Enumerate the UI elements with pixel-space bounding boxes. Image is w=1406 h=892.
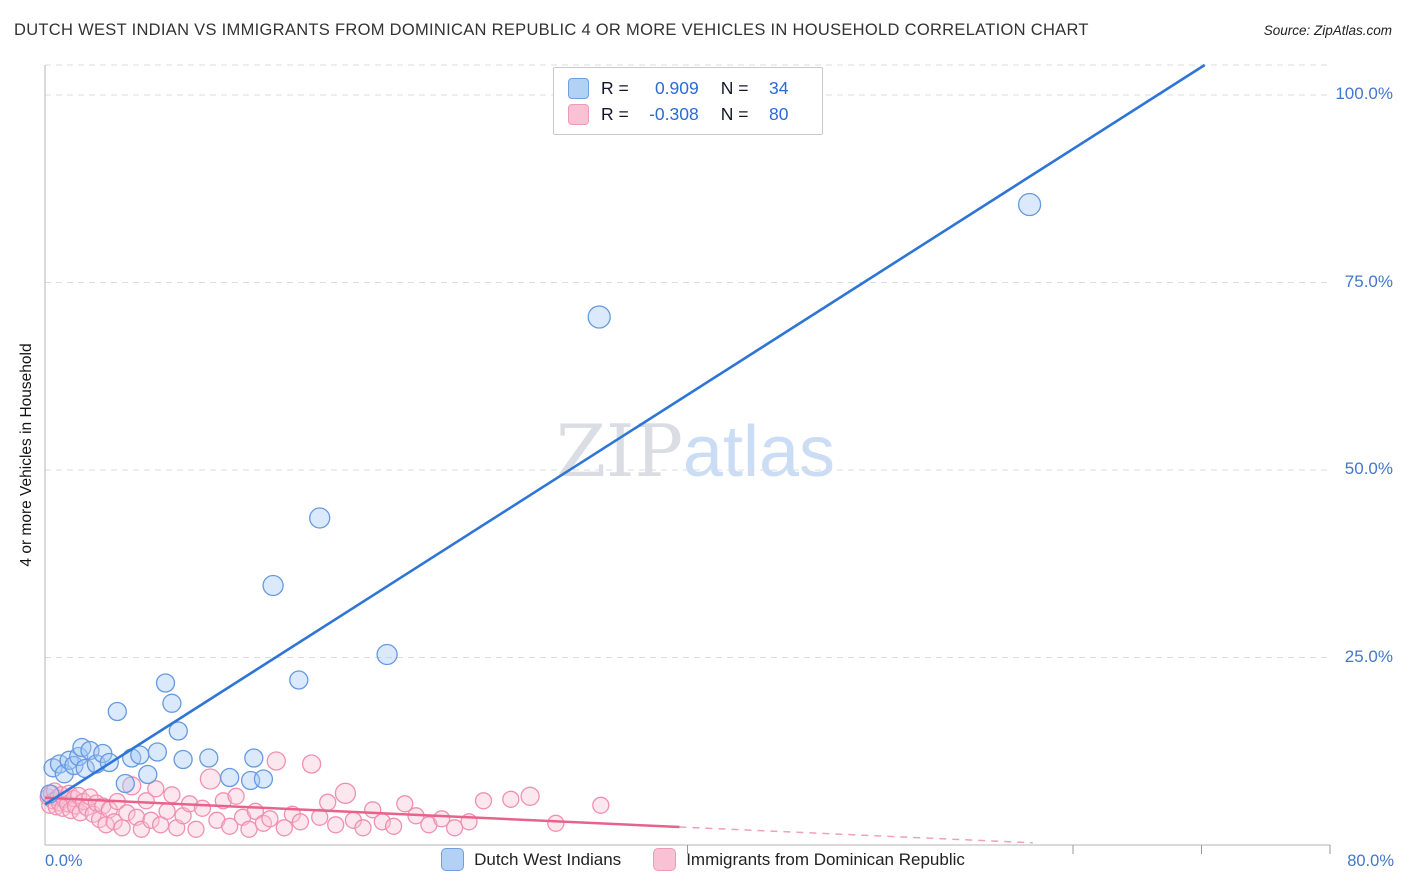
n-value: 80 <box>769 103 789 124</box>
scatter-point <box>118 804 136 822</box>
scatter-point <box>309 507 331 529</box>
scatter-point <box>155 673 176 693</box>
scatter-point <box>227 787 245 805</box>
scatter-point <box>221 817 239 835</box>
scatter-point <box>520 786 540 806</box>
legend-item-label: Immigrants from Dominican Republic <box>686 849 965 869</box>
scatter-point <box>396 795 414 813</box>
scatter-point <box>262 574 284 597</box>
scatter-point <box>158 802 176 820</box>
n-label: N = <box>720 77 749 98</box>
legend-item-label: Dutch West Indians <box>474 849 622 869</box>
scatter-point <box>163 786 181 804</box>
scatter-point <box>142 811 160 829</box>
source-attribution: Source: ZipAtlas.com <box>1263 23 1392 38</box>
correlation-legend-box: R = 0.909 N = 34 R = -0.308 N = 80 <box>553 67 823 135</box>
r-label: R = <box>601 103 629 124</box>
y-tick-label: 100.0% <box>1335 84 1393 103</box>
scatter-point <box>64 755 84 776</box>
watermark-atlas: atlas <box>682 412 836 492</box>
chart-plot-area <box>39 63 1331 854</box>
scatter-point <box>49 754 70 774</box>
r-value: 0.909 <box>654 77 699 98</box>
scatter-point <box>244 748 264 768</box>
series-legend: Dutch West Indians Immigrants from Domin… <box>0 848 1406 871</box>
pink-series-swatch-icon <box>568 103 589 125</box>
scatter-point <box>137 792 155 810</box>
scatter-point <box>193 799 212 817</box>
legend-row-dutch-west-indians: R = 0.909 N = 34 <box>568 75 808 101</box>
scatter-point <box>354 819 372 837</box>
scatter-point <box>334 782 357 804</box>
n-label: N = <box>720 103 749 124</box>
scatter-point <box>474 792 493 810</box>
trend-line <box>44 63 1206 806</box>
trend-line <box>44 796 680 829</box>
scatter-point <box>199 768 222 790</box>
x-tick-label-min: 0.0% <box>45 852 83 870</box>
scatter-point <box>266 751 286 771</box>
plot-svg <box>39 63 1331 854</box>
scatter-point <box>173 749 193 770</box>
page-title: DUTCH WEST INDIAN VS IMMIGRANTS FROM DOM… <box>14 21 1089 39</box>
scatter-point <box>592 796 610 814</box>
legend-row-dominican-republic: R = -0.308 N = 80 <box>568 101 808 127</box>
scatter-point <box>261 810 279 828</box>
y-tick-label: 50.0% <box>1344 459 1393 478</box>
n-value: 34 <box>769 77 789 98</box>
watermark-zip: ZIP <box>556 409 683 493</box>
r-label: R = <box>601 77 629 98</box>
scatter-point <box>199 748 219 768</box>
scatter-point <box>319 793 337 811</box>
scatter-point <box>253 769 274 789</box>
scatter-point <box>547 814 565 832</box>
legend-item-dutch-west-indians: Dutch West Indians <box>441 848 621 871</box>
scatter-point <box>1017 192 1042 217</box>
r-value: -0.308 <box>649 103 699 124</box>
y-tick-label: 25.0% <box>1344 646 1393 666</box>
scatter-point <box>301 754 322 774</box>
scatter-point <box>240 820 258 838</box>
scatter-point <box>162 693 182 713</box>
pink-series-swatch-icon <box>653 848 677 871</box>
scatter-point <box>115 773 135 794</box>
trend-line <box>679 826 1033 844</box>
scatter-point <box>147 742 168 762</box>
scatter-point <box>502 790 520 808</box>
scatter-point <box>147 780 165 798</box>
scatter-point <box>107 701 127 722</box>
scatter-point <box>220 767 240 788</box>
y-axis-label: 4 or more Vehicles in Household <box>18 343 35 567</box>
scatter-point <box>187 820 205 838</box>
blue-series-swatch-icon <box>441 848 465 871</box>
y-tick-label: 75.0% <box>1344 271 1393 291</box>
scatter-point <box>587 305 611 329</box>
watermark: ZIPatlas <box>556 415 835 488</box>
scatter-point <box>138 764 158 785</box>
scatter-point <box>291 813 310 831</box>
legend-item-dominican-republic: Immigrants from Dominican Republic <box>653 848 965 871</box>
scatter-point <box>445 819 464 837</box>
scatter-point <box>384 817 403 835</box>
scatter-point <box>376 643 398 666</box>
scatter-point <box>113 819 131 837</box>
scatter-point <box>289 670 309 690</box>
scatter-point <box>275 819 293 837</box>
scatter-point <box>327 816 345 834</box>
scatter-point <box>168 721 188 741</box>
x-tick-label-max: 80.0% <box>1347 852 1394 870</box>
blue-series-swatch-icon <box>568 77 589 99</box>
